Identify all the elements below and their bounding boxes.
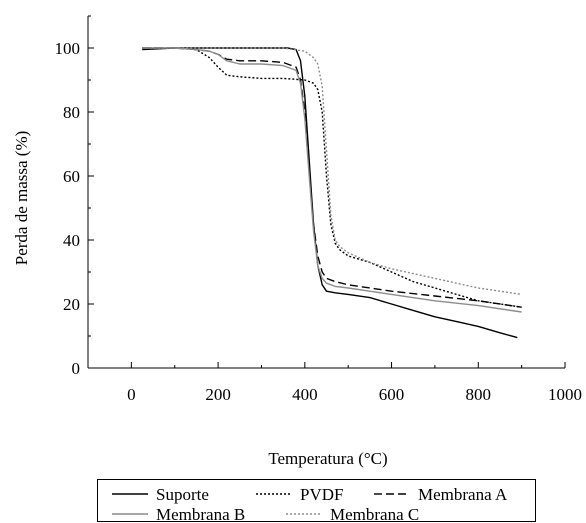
legend-label: PVDF	[300, 485, 343, 504]
y-tick-label: 40	[63, 231, 80, 250]
x-tick-label: 0	[127, 385, 136, 404]
x-tick-label: 1000	[548, 385, 582, 404]
legend-label: Membrana B	[156, 505, 245, 523]
legend-box	[97, 479, 536, 522]
x-tick-label: 800	[466, 385, 492, 404]
legend: Suporte PVDF Membrana A Membrana B Membrana …	[97, 479, 536, 523]
series-layer	[142, 47, 522, 339]
y-axis-label: Perda de massa (%)	[12, 131, 31, 266]
series-line-membrana-a	[142, 47, 522, 308]
x-tick-label: 200	[205, 385, 231, 404]
x-tick-label: 600	[379, 385, 405, 404]
legend-label: Membrana A	[418, 485, 508, 504]
y-tick-label: 20	[63, 295, 80, 314]
series-line-pvdf	[142, 47, 522, 308]
axes: 0 200 400 600 800 1000 0 20 40 60 80 100	[55, 15, 582, 404]
x-axis-label: Temperatura (°C)	[268, 449, 387, 468]
legend-label: Suporte	[156, 485, 209, 504]
x-tick-label: 400	[292, 385, 318, 404]
y-tick-label: 100	[55, 39, 81, 58]
legend-label: Membrana C	[330, 505, 419, 523]
y-tick-label: 0	[72, 359, 81, 378]
series-line-membrana-b	[142, 47, 522, 313]
series-line-suporte	[142, 47, 518, 339]
y-tick-label: 60	[63, 167, 80, 186]
series-line-membrana-c	[142, 47, 522, 296]
y-tick-label: 80	[63, 103, 80, 122]
